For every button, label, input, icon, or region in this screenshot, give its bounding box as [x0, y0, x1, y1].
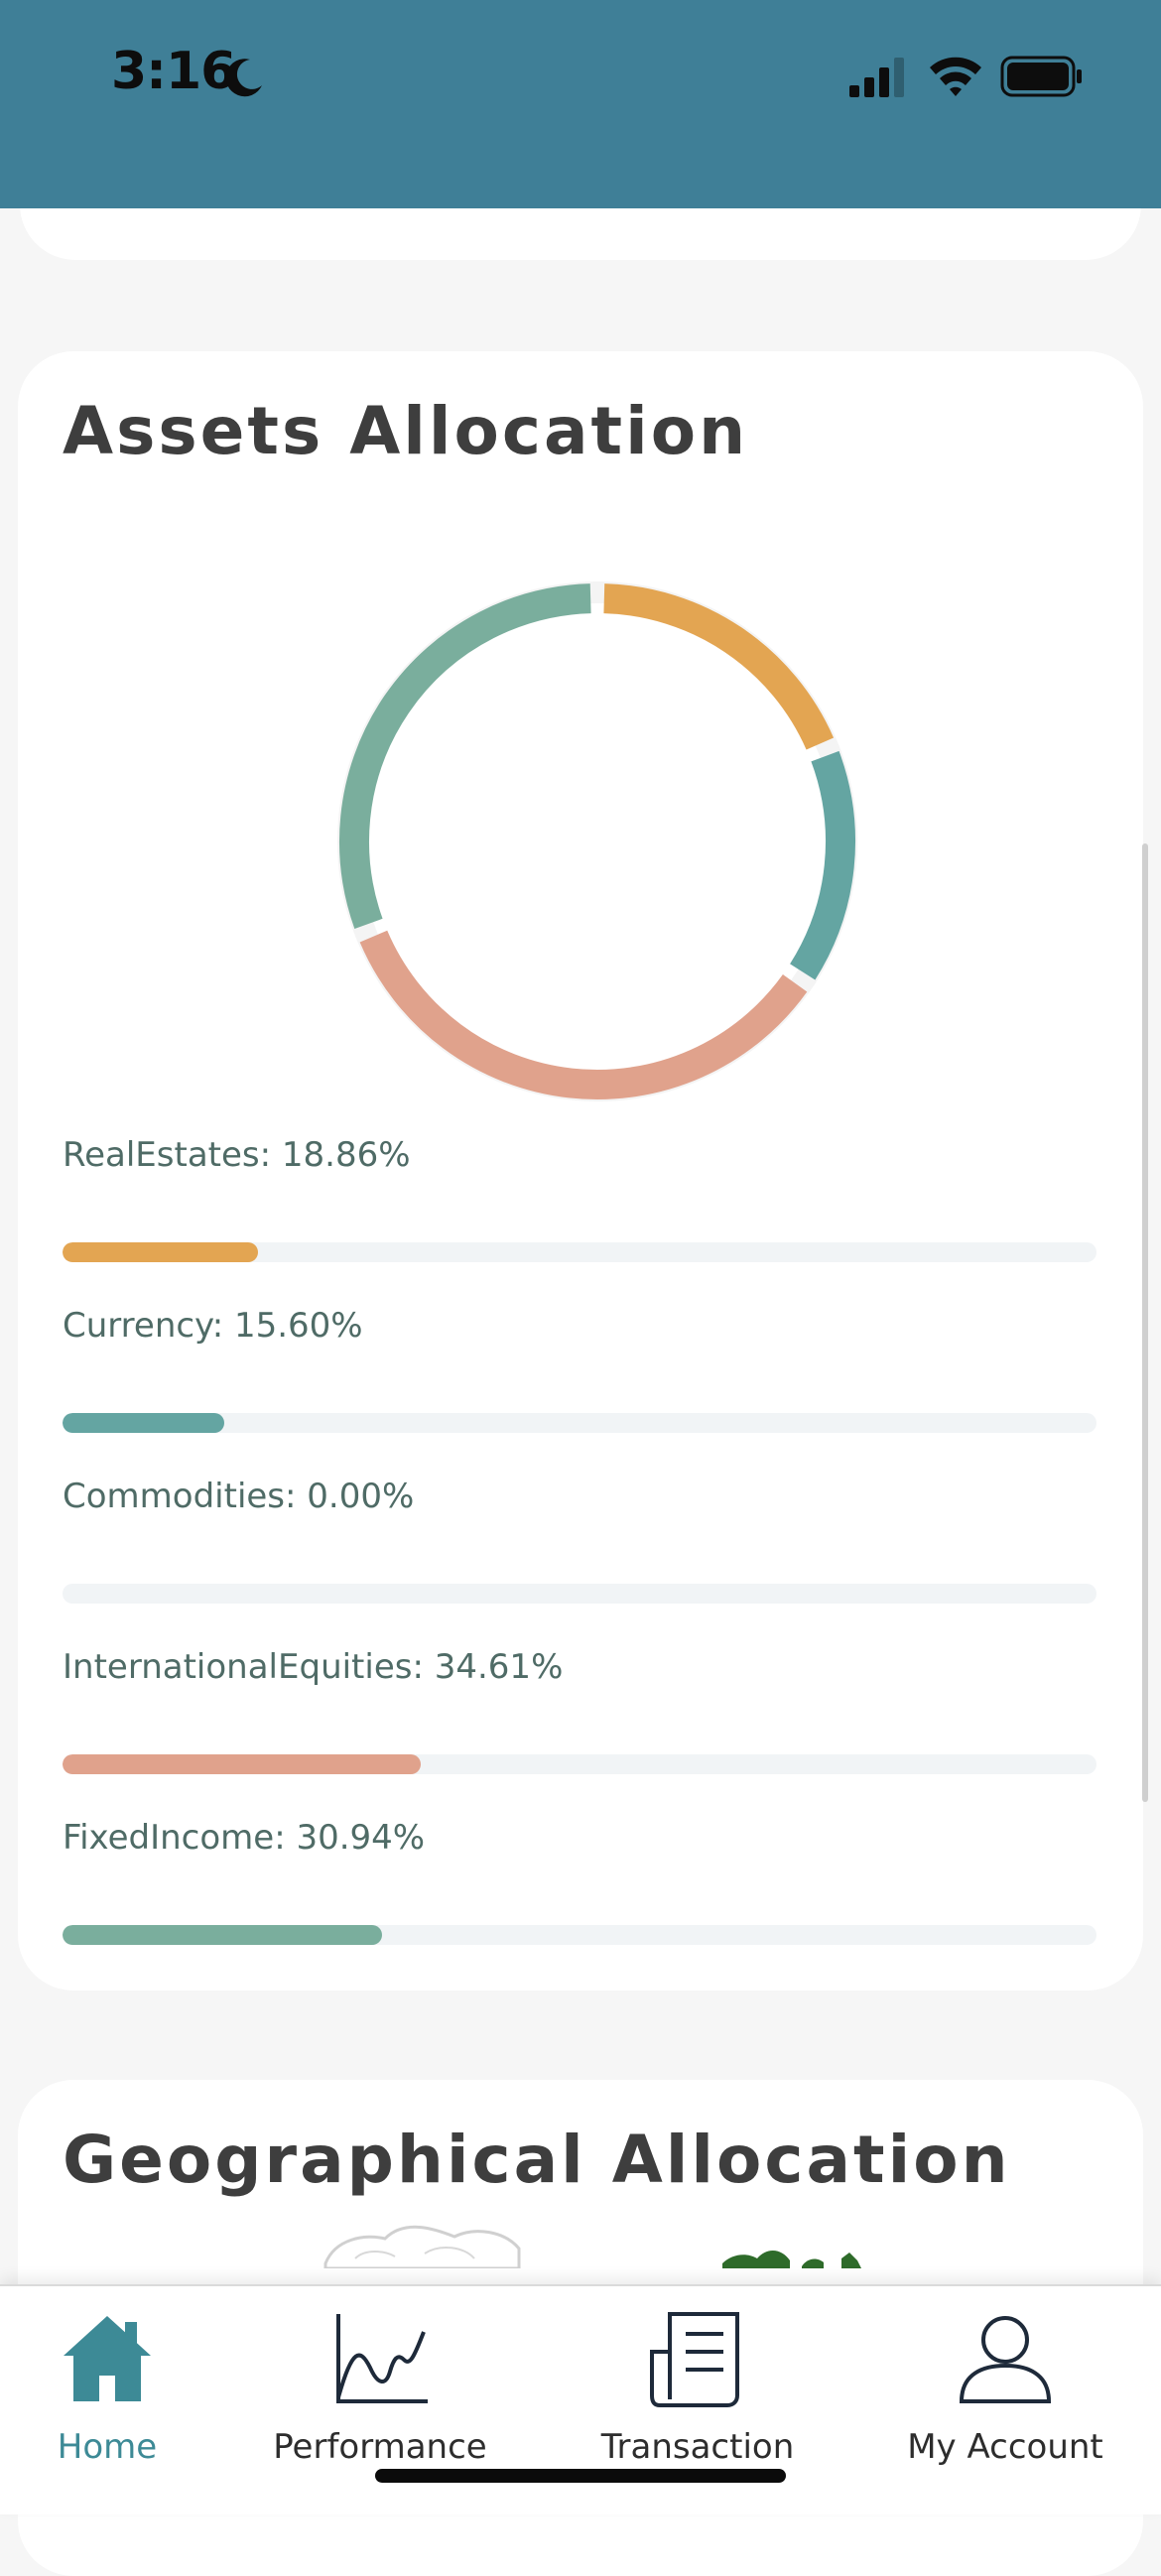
alloc-fill-fixedincome [63, 1925, 383, 1945]
nav-performance[interactable]: Performance [251, 2308, 509, 2487]
user-icon [959, 2316, 1052, 2403]
donut-slice-0 [603, 583, 835, 750]
nav-transaction-label: Transaction [600, 2427, 795, 2467]
alloc-label-internationalequities: InternationalEquities: 34.61% [63, 1647, 564, 1687]
status-bar: 3:16 [0, 0, 1161, 208]
nav-my-account-label: My Account [907, 2427, 1103, 2467]
alloc-label-commodities: Commodities: 0.00% [63, 1477, 415, 1516]
alloc-label-realestates: RealEstates: 18.86% [63, 1135, 411, 1175]
alloc-bar-fixedincome [63, 1925, 1096, 1945]
nav-home-label: Home [57, 2427, 158, 2467]
alloc-bar-realestates [63, 1242, 1096, 1262]
chart-line-icon [336, 2314, 428, 2403]
donut-slice-4 [339, 583, 591, 929]
alloc-fill-currency [63, 1413, 224, 1433]
alloc-bar-internationalequities [63, 1754, 1096, 1774]
assets-allocation-title: Assets Allocation [63, 393, 749, 469]
alloc-bar-commodities [63, 1584, 1096, 1604]
assets-donut-chart [337, 581, 857, 1101]
alloc-label-currency: Currency: 15.60% [63, 1306, 363, 1346]
nav-transaction[interactable]: Transaction [569, 2308, 827, 2487]
donut-slice-3 [359, 930, 808, 1099]
home-icon [64, 2316, 151, 2401]
status-time: 3:16 [111, 42, 236, 101]
scrollbar[interactable] [1142, 843, 1148, 1802]
alloc-label-fixedincome: FixedIncome: 30.94% [63, 1818, 426, 1858]
nav-my-account[interactable]: My Account [876, 2308, 1134, 2487]
assets-allocation-card: Assets Allocation RealEstates: 18.86% Cu… [18, 351, 1143, 1991]
donut-slice-1 [790, 750, 855, 980]
geographical-allocation-title: Geographical Allocation [63, 2122, 1011, 2198]
cellular-signal-icon [849, 58, 904, 97]
alloc-fill-realestates [63, 1242, 258, 1262]
alloc-fill-internationalequities [63, 1754, 421, 1774]
home-indicator [375, 2469, 786, 2483]
moon-icon [225, 59, 262, 97]
nav-performance-label: Performance [273, 2427, 487, 2467]
document-icon [650, 2312, 739, 2407]
world-map-graphic [323, 2225, 861, 2268]
battery-icon [1000, 56, 1082, 97]
alloc-bar-currency [63, 1413, 1096, 1433]
wifi-icon [930, 57, 981, 96]
nav-home[interactable]: Home [0, 2308, 236, 2487]
